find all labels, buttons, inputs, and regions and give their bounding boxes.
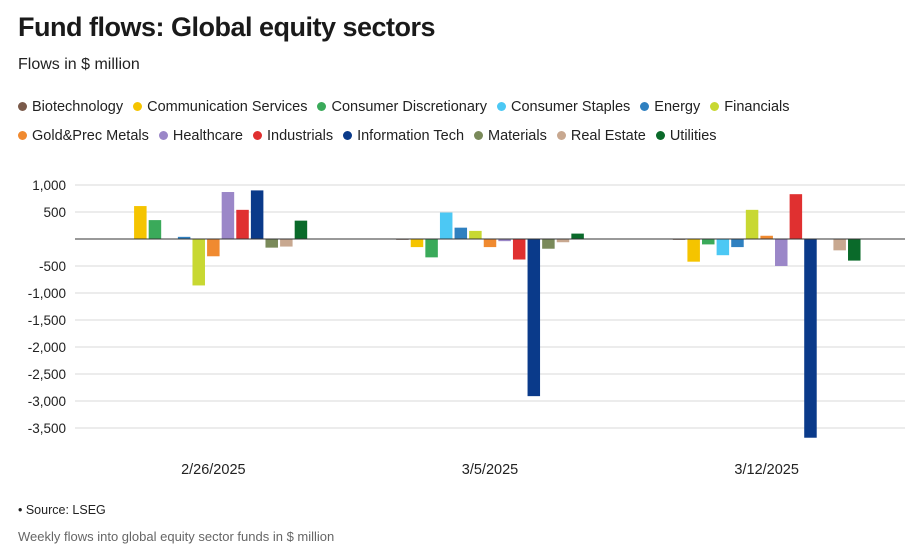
legend-swatch bbox=[317, 102, 327, 111]
legend-items: Biotechnology Communication Services Consu… bbox=[18, 98, 908, 144]
legend-swatch bbox=[343, 131, 353, 140]
legend-item: Healthcare bbox=[158, 127, 243, 144]
bar-chart: 1,000 500 -500 -1,000 -1,500 -2,000 -2,500 -3,0… bbox=[28, 178, 905, 478]
y-tick-label: 500 bbox=[43, 205, 66, 220]
gridlines bbox=[75, 184, 905, 429]
legend-item: Biotechnology bbox=[18, 98, 123, 115]
bar bbox=[542, 239, 555, 249]
bar bbox=[221, 192, 235, 239]
legend-label: Energy bbox=[654, 98, 701, 115]
legend-label: Industrials bbox=[266, 127, 334, 144]
bar bbox=[687, 239, 700, 262]
y-tick-label: -500 bbox=[39, 259, 66, 274]
bar bbox=[148, 220, 162, 239]
chart-subtitle: Flows in $ million bbox=[18, 56, 140, 73]
bar bbox=[265, 239, 278, 248]
legend: Biotechnology Communication Services Consu… bbox=[18, 98, 908, 144]
y-tick-label: -2,500 bbox=[28, 367, 66, 382]
legend-item: Consumer Staples bbox=[497, 98, 630, 115]
x-axis: 2/26/2025 3/5/2025 3/12/2025 bbox=[181, 462, 799, 478]
y-tick-label: -3,500 bbox=[28, 421, 66, 436]
legend-item: Industrials bbox=[252, 127, 334, 144]
bars bbox=[134, 190, 861, 438]
bar bbox=[280, 239, 293, 247]
legend-swatch bbox=[497, 102, 506, 111]
bar bbox=[469, 230, 482, 239]
bar bbox=[250, 190, 264, 239]
legend-swatch bbox=[556, 131, 566, 140]
bar bbox=[775, 239, 788, 266]
x-category-label: 3/5/2025 bbox=[462, 462, 518, 478]
legend-swatch bbox=[640, 102, 650, 111]
bar bbox=[760, 235, 773, 239]
bar bbox=[789, 194, 803, 239]
legend-item: Materials bbox=[474, 127, 547, 144]
legend-label: Financials bbox=[724, 98, 790, 115]
bar bbox=[512, 239, 526, 260]
y-axis: 1,000 500 -500 -1,000 -1,500 -2,000 -2,500 -3,0… bbox=[28, 178, 66, 436]
bar bbox=[439, 212, 453, 239]
chart-title: Fund flows: Global equity sectors bbox=[18, 12, 436, 42]
bar bbox=[848, 239, 861, 261]
bar bbox=[134, 206, 147, 239]
bar bbox=[454, 227, 468, 239]
bar bbox=[498, 239, 511, 242]
legend-item: Financials bbox=[710, 98, 790, 115]
legend-item: Utilities bbox=[655, 127, 717, 144]
bar bbox=[177, 236, 191, 239]
bar bbox=[833, 239, 846, 251]
bar bbox=[410, 239, 424, 248]
bar bbox=[702, 239, 715, 245]
bar bbox=[236, 209, 249, 239]
bar bbox=[716, 239, 730, 256]
legend-item: Information Tech bbox=[343, 127, 464, 144]
bar bbox=[804, 239, 817, 438]
bar bbox=[731, 239, 744, 248]
legend-swatch bbox=[158, 131, 168, 140]
legend-item: Gold&Prec Metals bbox=[18, 127, 149, 144]
bar bbox=[425, 239, 438, 258]
bar bbox=[745, 209, 759, 239]
legend-item: Energy bbox=[640, 98, 700, 115]
bar bbox=[556, 239, 570, 243]
legend-swatch bbox=[18, 131, 27, 140]
bar bbox=[192, 239, 205, 286]
legend-item: Consumer Discretionary bbox=[317, 98, 487, 115]
bar bbox=[207, 239, 220, 257]
legend-label: Biotechnology bbox=[32, 98, 124, 115]
legend-swatch bbox=[710, 102, 720, 111]
bar bbox=[483, 239, 497, 248]
source-note: • Source: LSEG bbox=[18, 503, 106, 517]
legend-swatch bbox=[655, 131, 665, 140]
legend-swatch bbox=[133, 102, 143, 111]
chart-description: Weekly flows into global equity sector f… bbox=[18, 529, 335, 544]
bar bbox=[527, 239, 541, 397]
x-category-label: 3/12/2025 bbox=[734, 462, 799, 478]
bar bbox=[571, 233, 584, 239]
y-tick-label: 1,000 bbox=[32, 178, 66, 193]
legend-label: Consumer Discretionary bbox=[331, 98, 487, 115]
legend-swatch bbox=[252, 131, 262, 140]
legend-swatch bbox=[474, 131, 484, 140]
legend-label: Real Estate bbox=[570, 127, 646, 144]
legend-label: Healthcare bbox=[172, 127, 243, 144]
legend-label: Gold&Prec Metals bbox=[32, 127, 149, 144]
legend-label: Materials bbox=[488, 127, 547, 144]
legend-item: Communication Services bbox=[133, 98, 307, 115]
y-tick-label: -1,000 bbox=[28, 286, 66, 301]
legend-label: Information Tech bbox=[357, 127, 465, 144]
legend-label: Communication Services bbox=[147, 98, 308, 115]
legend-label: Utilities bbox=[669, 127, 717, 144]
y-tick-label: -3,000 bbox=[28, 394, 66, 409]
legend-swatch bbox=[18, 102, 27, 111]
legend-item: Real Estate bbox=[556, 127, 646, 144]
legend-label: Consumer Staples bbox=[511, 98, 631, 115]
x-category-label: 2/26/2025 bbox=[181, 462, 246, 478]
bar bbox=[294, 220, 308, 239]
y-tick-label: -1,500 bbox=[28, 313, 66, 328]
y-tick-label: -2,000 bbox=[28, 340, 66, 355]
